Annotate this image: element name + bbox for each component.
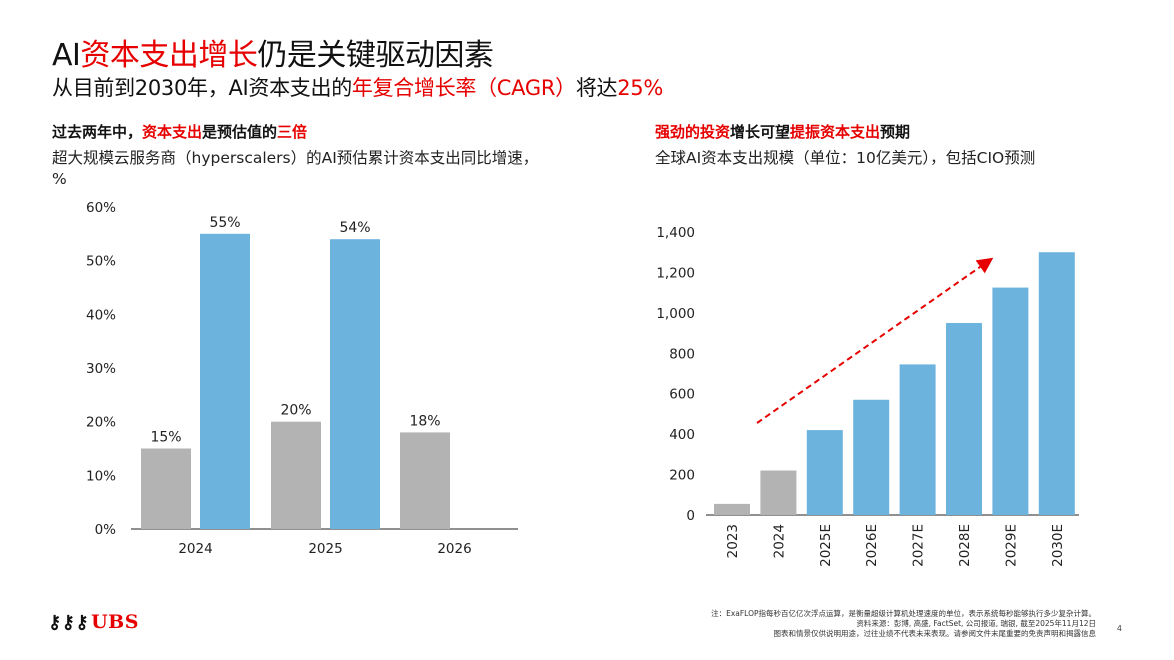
- right-chart-description: 全球AI资本支出规模（单位：10亿美元），包括CIO预测: [655, 149, 1036, 167]
- y-tick-label: 30%: [86, 361, 116, 377]
- bar-2027E: [899, 364, 936, 515]
- disclaimer-note: 图表和情景仅供说明用途，过往业绩不代表未来表现。请参阅文件末尾重要的免责声明和揭…: [773, 629, 1097, 638]
- y-tick-label: 0%: [95, 522, 117, 538]
- y-tick-label: 200: [669, 468, 695, 484]
- page-subtitle: 从目前到2030年，AI资本支出的年复合增长率（CAGR）将达25%: [52, 76, 664, 100]
- y-tick-label: 1,000: [656, 306, 695, 322]
- y-tick-label: 0: [686, 508, 695, 524]
- y-tick-label: 20%: [86, 415, 116, 431]
- page-number: 4: [1116, 624, 1122, 633]
- data-label: 15%: [150, 430, 181, 446]
- bar-2025E: [806, 430, 843, 515]
- ubs-logo: ⚷⚷⚷ UBS: [48, 611, 139, 633]
- bar-2028E: [946, 322, 982, 515]
- left-chart-title: 过去两年中，资本支出是预估值的三倍: [52, 123, 308, 141]
- x-tick-label: 2028E: [957, 524, 973, 567]
- y-tick-label: 60%: [86, 200, 116, 216]
- x-tick-label: 2026E: [864, 524, 880, 567]
- ubs-keys-icon: ⚷⚷⚷: [48, 612, 90, 633]
- data-label: 55%: [209, 215, 240, 231]
- x-tick-label: 2025: [308, 541, 342, 557]
- x-tick-label: 2024: [771, 524, 787, 558]
- data-label: 54%: [339, 220, 370, 236]
- bar-2026-0: [400, 432, 450, 529]
- bar-2026E: [853, 399, 890, 515]
- page-title: AI资本支出增长仍是关键驱动因素: [52, 38, 494, 73]
- y-tick-label: 40%: [86, 307, 116, 323]
- bar-2023: [714, 503, 750, 515]
- bar-2025-0: [271, 421, 321, 529]
- y-tick-label: 50%: [86, 254, 116, 270]
- x-tick-label: 2026: [437, 541, 471, 557]
- data-label: 18%: [409, 413, 440, 429]
- bar-2025-1: [330, 239, 380, 529]
- bar-2024-0: [141, 448, 191, 529]
- x-tick-label: 2023: [725, 524, 741, 558]
- x-tick-label: 2024: [178, 541, 212, 557]
- bar-2024-1: [200, 233, 250, 530]
- x-tick-label: 2030E: [1050, 524, 1066, 567]
- right-bar-chart: 0 200 400 600 800 1,000 1,200 1,400 2023 2024 2025…: [656, 225, 1079, 567]
- source-note: 资料来源：彭博, 高盛, FactSet, 公司报道, 瑞银, 截至2025年1…: [856, 619, 1096, 628]
- trend-arrow: [756, 257, 994, 424]
- y-tick-label: 400: [669, 427, 695, 443]
- footnote: 注：ExaFLOP指每秒百亿亿次浮点运算，是衡量超级计算机处理速度的单位，表示系…: [711, 609, 1096, 618]
- right-chart-title: 强劲的投资增长可望提振资本支出预期: [655, 123, 911, 141]
- left-bar-chart: 0% 10% 20% 30% 40% 50% 60% 2024 15% 55% 2025 20% 54%…: [86, 200, 518, 557]
- x-tick-label: 2029E: [1003, 524, 1019, 567]
- bar-2029E: [992, 287, 1029, 515]
- x-tick-label: 2027E: [911, 524, 927, 567]
- bar-2030E: [1038, 252, 1075, 515]
- y-tick-label: 10%: [86, 468, 116, 484]
- left-chart-description: 超大规模云服务商（hyperscalers）的AI预估累计资本支出同比增速，%: [52, 149, 539, 188]
- y-tick-label: 600: [669, 387, 695, 403]
- y-tick-label: 1,400: [656, 225, 695, 241]
- y-tick-label: 1,200: [656, 265, 695, 281]
- y-tick-label: 800: [669, 346, 695, 362]
- x-tick-label: 2025E: [818, 524, 834, 567]
- bar-2024: [760, 470, 797, 515]
- data-label: 20%: [280, 403, 311, 419]
